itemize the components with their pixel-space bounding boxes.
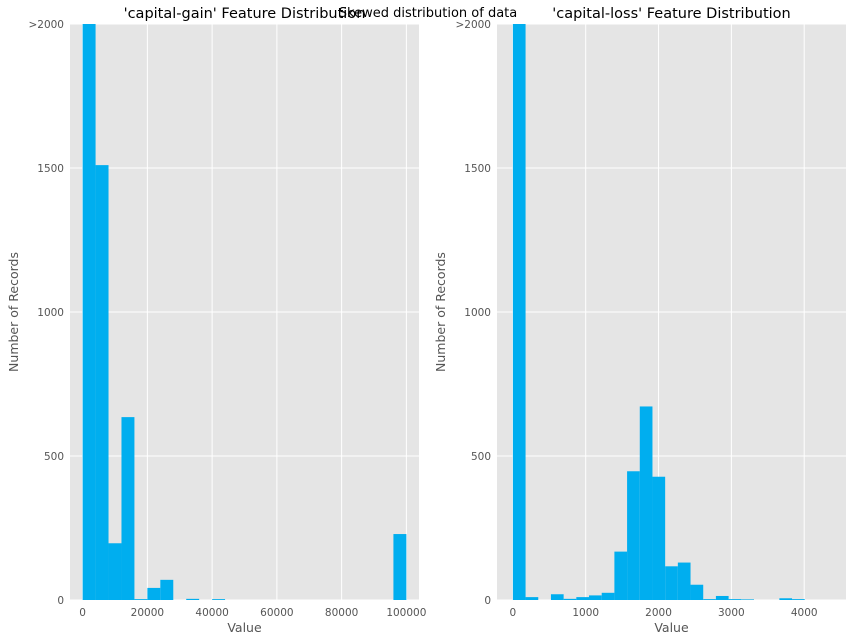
histogram-bar xyxy=(563,598,577,600)
histogram-bar xyxy=(601,592,615,600)
histogram-bar xyxy=(108,543,122,600)
x-tick-label: 1000 xyxy=(572,607,599,619)
x-tick-label: 100000 xyxy=(386,607,426,619)
x-tick-label: 4000 xyxy=(791,607,818,619)
histogram-bar xyxy=(525,597,539,600)
y-tick-label: 1000 xyxy=(464,307,491,319)
y-tick-label: >2000 xyxy=(455,19,491,31)
histogram-bar xyxy=(665,566,678,600)
histogram-bar xyxy=(589,595,602,600)
histogram-bar xyxy=(703,599,716,600)
histogram-bar xyxy=(652,476,666,600)
x-tick-label: 80000 xyxy=(325,607,358,619)
histogram-bar xyxy=(779,598,793,600)
capital-gain-chart: 'capital-gain' Feature Distribution Valu… xyxy=(6,6,426,635)
x-tick-label: 3000 xyxy=(718,607,745,619)
y-tick-label: 500 xyxy=(44,451,64,463)
histogram-bar xyxy=(160,579,174,600)
x-tick-label: 2000 xyxy=(645,607,672,619)
y-tick-label: 1500 xyxy=(464,163,491,175)
histogram-bar xyxy=(121,417,135,600)
y-axis-label: Number of Records xyxy=(433,252,448,372)
histogram-bar xyxy=(393,534,407,600)
y-tick-label: 1500 xyxy=(37,163,64,175)
x-axis-label: Value xyxy=(654,620,689,635)
histogram-bar xyxy=(792,599,805,600)
histogram-bar xyxy=(639,406,653,600)
y-tick-label: 1000 xyxy=(37,307,64,319)
histogram-bar xyxy=(550,594,564,600)
histogram-bar xyxy=(95,165,109,600)
histogram-bar xyxy=(82,24,96,600)
chart-title: 'capital-gain' Feature Distribution xyxy=(124,6,366,22)
y-tick-label: >2000 xyxy=(28,19,64,31)
histogram-bar xyxy=(690,584,704,600)
chart-title: 'capital-loss' Feature Distribution xyxy=(552,6,791,22)
histogram-bar xyxy=(147,587,161,600)
y-tick-label: 0 xyxy=(57,595,64,607)
histogram-bar xyxy=(212,599,226,600)
histogram-bar xyxy=(728,599,742,600)
histogram-bar xyxy=(741,599,754,600)
capital-loss-chart: 'capital-loss' Feature Distribution Valu… xyxy=(433,6,846,635)
histogram-bar xyxy=(186,598,200,600)
x-tick-label: 60000 xyxy=(260,607,293,619)
histogram-bar xyxy=(627,471,640,600)
histogram-bar xyxy=(576,597,590,600)
histogram-bar xyxy=(614,551,628,600)
y-tick-label: 500 xyxy=(471,451,491,463)
y-axis-label: Number of Records xyxy=(6,252,21,372)
histogram-bar xyxy=(134,599,148,600)
histogram-bar xyxy=(715,595,729,600)
x-axis-label: Value xyxy=(227,620,262,635)
histogram-bar xyxy=(512,24,526,600)
x-tick-label: 40000 xyxy=(195,607,228,619)
figure-suptitle: Skewed distribution of data xyxy=(338,6,518,21)
x-tick-label: 0 xyxy=(79,607,86,619)
x-tick-label: 0 xyxy=(510,607,517,619)
histogram-bar xyxy=(677,562,691,600)
x-tick-label: 20000 xyxy=(131,607,164,619)
y-tick-label: 0 xyxy=(484,595,491,607)
